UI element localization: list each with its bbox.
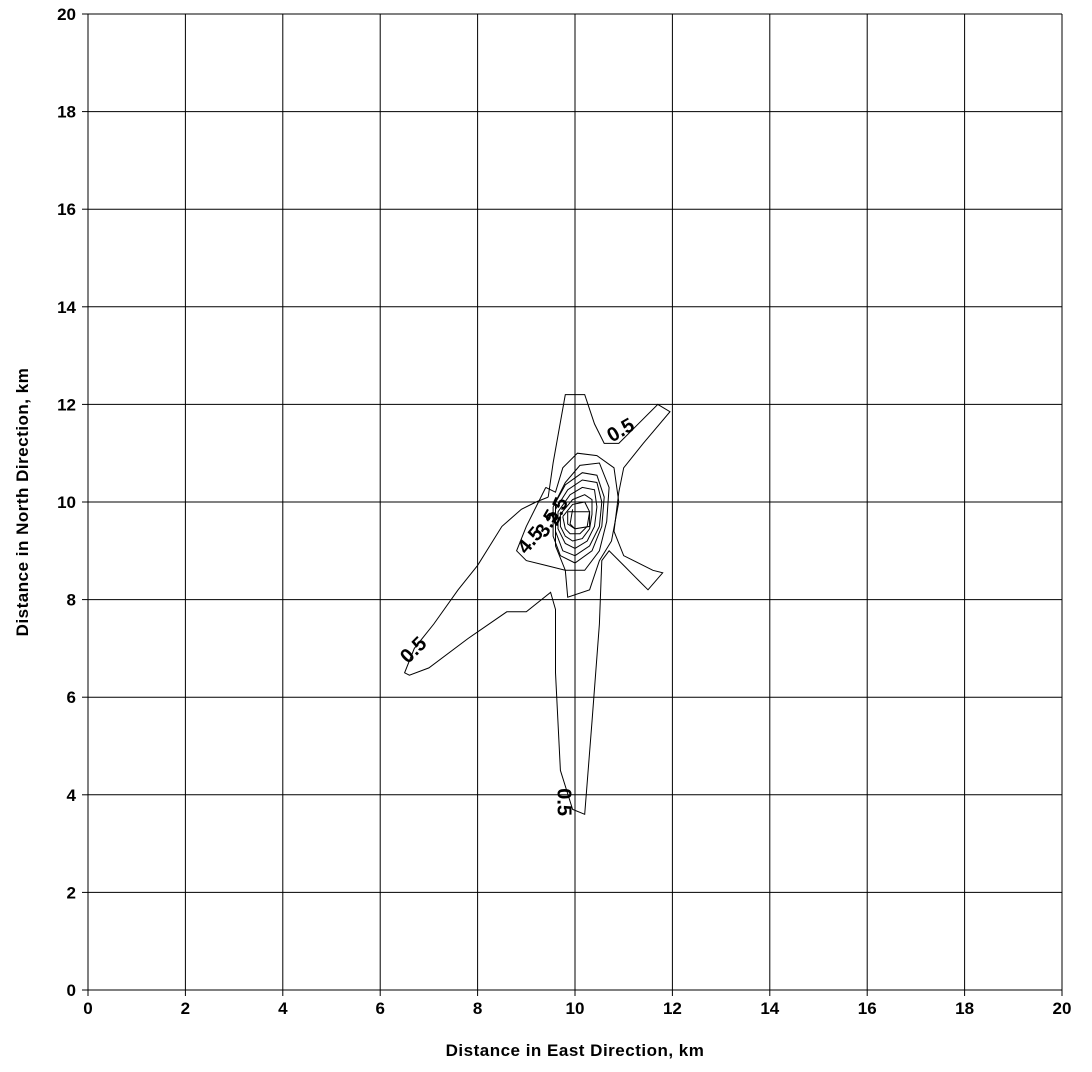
x-tick-label: 18: [955, 999, 974, 1018]
x-tick-label: 20: [1053, 999, 1072, 1018]
x-tick-label: 12: [663, 999, 682, 1018]
y-axis-label: Distance in North Direction, km: [13, 368, 32, 637]
contour-lines: [403, 394, 671, 816]
y-tick-label: 12: [57, 395, 76, 414]
y-tick-label: 20: [57, 5, 76, 24]
contour-label: 0.5: [396, 633, 431, 668]
contour-line: [559, 494, 593, 542]
x-tick-label: 10: [566, 999, 585, 1018]
contour-line: [555, 462, 610, 571]
y-tick-label: 6: [67, 688, 76, 707]
contour-labels: 0.50.50.54.53.52.5: [396, 414, 638, 816]
y-tick-label: 4: [67, 786, 77, 805]
y-axis-ticks: 0 2 4 6 8 10 12 14 16 18 20: [57, 5, 76, 1000]
x-tick-label: 0: [83, 999, 92, 1018]
x-axis-ticks: 0 2 4 6 8 10 12 14 16 18 20: [83, 999, 1071, 1018]
contour-line: [403, 394, 671, 816]
x-tick-label: 4: [278, 999, 288, 1018]
contour-line: [516, 452, 620, 598]
y-tick-label: 0: [67, 981, 76, 1000]
contour-line: [567, 511, 591, 530]
y-tick-label: 2: [67, 883, 76, 902]
y-tick-label: 18: [57, 103, 76, 122]
contour-line: [555, 479, 603, 557]
y-tick-label: 14: [57, 298, 76, 317]
contour-label: 0.5: [553, 788, 575, 816]
y-tick-label: 8: [67, 591, 76, 610]
grid: [82, 13, 1063, 996]
y-tick-label: 10: [57, 493, 76, 512]
x-tick-label: 2: [181, 999, 190, 1018]
x-tick-label: 6: [375, 999, 384, 1018]
contour-line: [557, 486, 598, 549]
y-tick-label: 16: [57, 200, 76, 219]
x-tick-label: 14: [760, 999, 779, 1018]
contour-line: [569, 509, 576, 530]
contour-line: [552, 472, 605, 564]
x-axis-label: Distance in East Direction, km: [446, 1041, 705, 1060]
contour-label: 0.5: [603, 414, 638, 447]
x-tick-label: 8: [473, 999, 482, 1018]
x-tick-label: 16: [858, 999, 877, 1018]
